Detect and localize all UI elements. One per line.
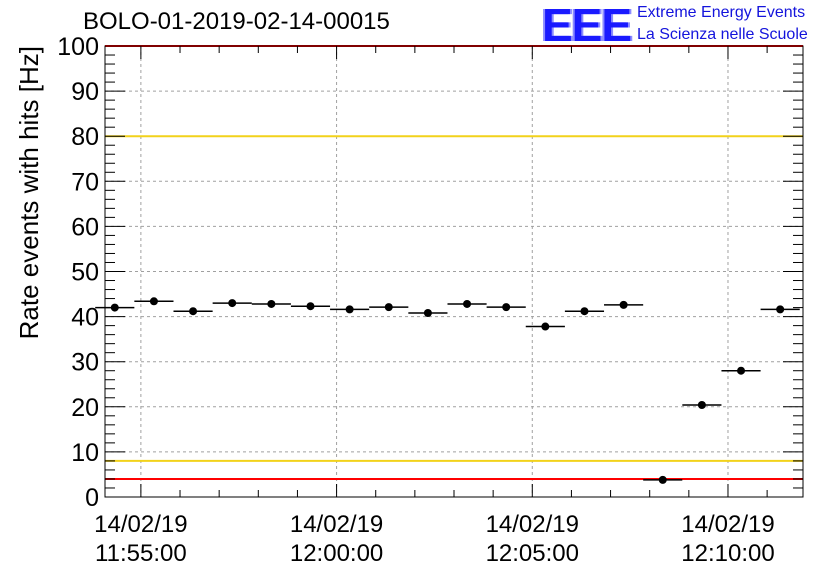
axis-ticks: [105, 45, 803, 498]
data-point: [541, 322, 550, 331]
grid-lines: [105, 46, 803, 497]
x-tick-time-label: 12:00:00: [290, 540, 383, 567]
y-tick-label: 60: [71, 213, 99, 241]
y-tick-label: 80: [71, 123, 99, 151]
y-tick-label: 90: [71, 78, 99, 106]
data-point: [502, 303, 511, 312]
x-tick-time-label: 12:05:00: [486, 540, 579, 567]
tick-labels: 010203040506070809010014/02/1911:55:0014…: [57, 33, 774, 567]
data-point: [658, 475, 667, 484]
x-tick-time-label: 11:55:00: [95, 540, 187, 567]
y-tick-label: 100: [57, 33, 99, 61]
x-tick-date-label: 14/02/19: [486, 511, 579, 538]
eee-logo: EEE Extreme Energy Events La Scienza nel…: [540, 0, 830, 51]
data-point: [228, 299, 237, 308]
data-point: [306, 302, 315, 311]
data-point: [384, 303, 393, 312]
data-point: [619, 300, 628, 309]
data-points: [95, 297, 800, 484]
x-tick-date-label: 14/02/19: [94, 511, 187, 538]
y-tick-label: 30: [71, 349, 99, 377]
y-tick-label: 70: [71, 168, 99, 196]
y-tick-label: 50: [71, 259, 99, 287]
data-point: [345, 305, 354, 314]
data-point: [463, 299, 472, 308]
y-tick-label: 40: [71, 304, 99, 332]
x-tick-date-label: 14/02/19: [290, 511, 383, 538]
logo-line-1: Extreme Energy Events: [637, 4, 806, 21]
reference-lines: [105, 45, 803, 480]
data-point: [423, 308, 432, 317]
y-tick-label: 10: [71, 439, 99, 467]
data-point: [580, 307, 589, 316]
logo-line-2: La Scienza nelle Scuole: [637, 26, 808, 43]
data-point: [189, 307, 198, 316]
chart-title: BOLO-01-2019-02-14-00015: [83, 8, 390, 35]
data-point: [267, 299, 276, 308]
y-tick-label: 0: [85, 484, 99, 512]
y-axis-label: Rate events with hits [Hz]: [14, 46, 44, 339]
x-tick-time-label: 12:10:00: [681, 540, 774, 567]
data-point: [776, 305, 785, 314]
data-point: [737, 366, 746, 375]
x-tick-date-label: 14/02/19: [681, 511, 774, 538]
data-point: [697, 400, 706, 409]
data-point: [149, 297, 158, 306]
y-tick-label: 20: [71, 394, 99, 422]
eee-logo-mark: EEE: [542, 0, 632, 51]
